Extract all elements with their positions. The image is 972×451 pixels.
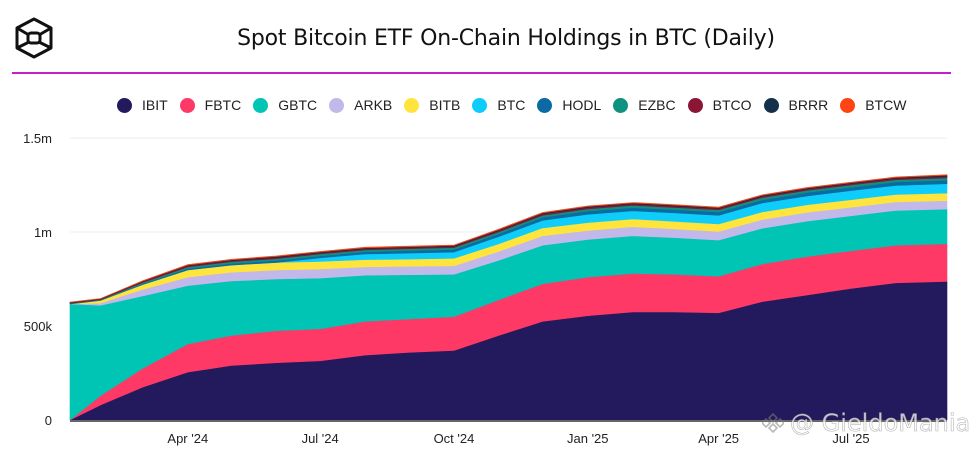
y-tick-label: 500k (24, 319, 53, 334)
x-tick-label: Jul '24 (302, 431, 339, 446)
legend-label: GBTC (278, 97, 318, 113)
x-tick-label: Jan '25 (567, 431, 609, 446)
legend-swatch (613, 97, 629, 113)
x-tick-label: Oct '24 (434, 431, 475, 446)
y-tick-label: 1.5m (23, 131, 52, 146)
legend-item-bitb[interactable]: BITB (404, 97, 460, 113)
legend-item-brrr[interactable]: BRRR (763, 97, 829, 113)
legend-label: BTC (497, 97, 526, 113)
legend-label: BTCW (865, 97, 907, 113)
legend-item-btc[interactable]: BTC (472, 97, 525, 113)
area-btcw (69, 174, 948, 303)
binance-diamond-icon (762, 412, 784, 434)
y-tick-label: 1m (34, 225, 52, 240)
legend: IBIT FBTC GBTC ARKB BITB BTC HODL EZBC BTCO BRRR B… (117, 97, 918, 113)
legend-label: EZBC (638, 97, 676, 113)
legend-item-btco[interactable]: BTCO (687, 97, 752, 113)
watermark-text: @ GieldoMania (790, 409, 971, 438)
legend-swatch (763, 97, 779, 113)
x-tick-label: Jul '25 (832, 431, 869, 446)
legend-swatch (253, 97, 269, 113)
legend-label: HODL (562, 97, 602, 113)
chart-title: Spot Bitcoin ETF On-Chain Holdings in BT… (237, 26, 775, 51)
legend-swatch (840, 97, 856, 113)
legend-label: BRRR (788, 97, 829, 113)
legend-swatch (687, 97, 703, 113)
legend-item-ibit[interactable]: IBIT (117, 97, 168, 113)
legend-swatch (537, 97, 553, 113)
y-tick-label: 0 (45, 413, 52, 428)
legend-swatch (329, 97, 345, 113)
legend-label: IBIT (142, 97, 168, 113)
legend-swatch (179, 97, 195, 113)
legend-item-btcw[interactable]: BTCW (840, 97, 906, 113)
legend-swatch (117, 97, 132, 113)
legend-label: FBTC (204, 97, 242, 113)
cube-logo-icon (15, 17, 53, 59)
watermark: @ GieldoMania (762, 409, 971, 438)
legend-item-fbtc[interactable]: FBTC (179, 97, 242, 113)
legend-item-arkb[interactable]: ARKB (329, 97, 392, 113)
legend-swatch (404, 97, 420, 113)
legend-swatch (472, 97, 488, 113)
title-divider (12, 72, 951, 74)
legend-item-gbtc[interactable]: GBTC (253, 97, 317, 113)
legend-label: ARKB (354, 97, 393, 113)
legend-item-ezbc[interactable]: EZBC (613, 97, 676, 113)
legend-label: BTCO (712, 97, 752, 113)
legend-item-hodl[interactable]: HODL (537, 97, 601, 113)
x-tick-label: Apr '24 (167, 431, 208, 446)
legend-label: BITB (429, 97, 461, 113)
x-tick-label: Apr '25 (698, 431, 739, 446)
